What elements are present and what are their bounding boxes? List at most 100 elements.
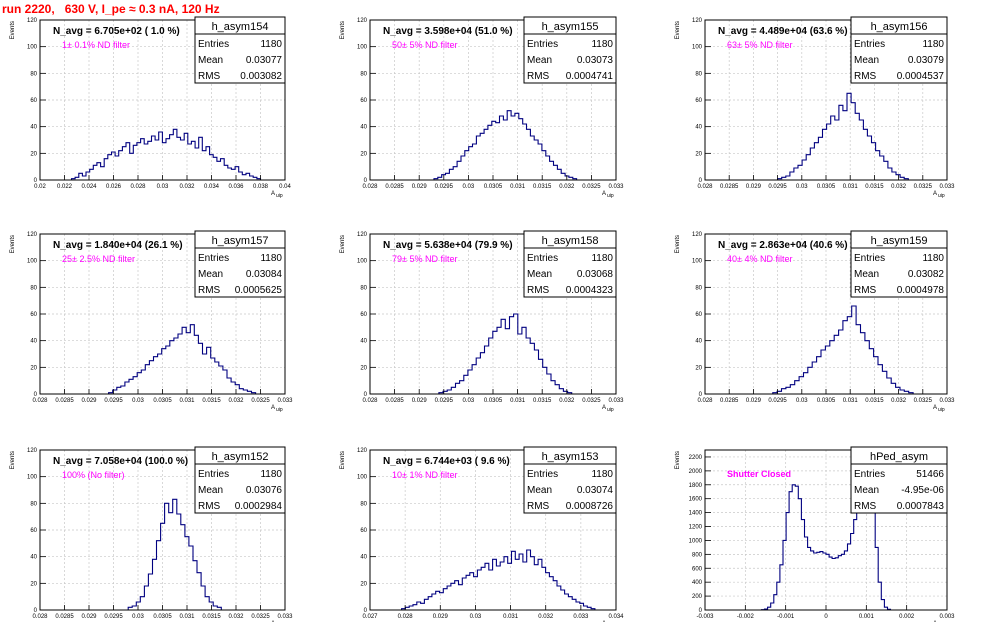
x-tick-label: 0.033 bbox=[939, 398, 955, 404]
x-tick-label: 0.0325 bbox=[582, 398, 601, 404]
histogram-series bbox=[438, 313, 573, 394]
x-tick-label: 0.024 bbox=[81, 184, 97, 190]
x-axis-label: Auip bbox=[933, 191, 945, 199]
histogram-series bbox=[70, 128, 262, 180]
x-tick-label: 0.0285 bbox=[720, 184, 739, 190]
y-tick-label: 40 bbox=[360, 555, 367, 561]
y-tick-label: 60 bbox=[360, 528, 367, 534]
y-tick-label: 1200 bbox=[689, 525, 703, 531]
x-tick-label: 0.031 bbox=[843, 398, 859, 404]
y-tick-label: 60 bbox=[30, 528, 37, 534]
histogram-series bbox=[772, 305, 914, 394]
stats-label: Entries bbox=[527, 469, 558, 480]
x-axis-label: Auip bbox=[602, 191, 614, 199]
stats-label: Mean bbox=[854, 485, 879, 496]
x-axis-label: Auip bbox=[933, 405, 945, 413]
y-tick-label: 120 bbox=[27, 448, 38, 454]
x-tick-label: 0.032 bbox=[559, 398, 575, 404]
x-tick-label: 0.0325 bbox=[582, 184, 601, 190]
stats-label: Mean bbox=[854, 269, 879, 280]
x-tick-label: -0.001 bbox=[777, 614, 795, 620]
y-tick-label: 20 bbox=[360, 581, 367, 587]
x-tick-label: 0.0325 bbox=[914, 398, 933, 404]
y-tick-label: 120 bbox=[27, 18, 38, 24]
x-tick-label: 0.03 bbox=[470, 614, 482, 620]
y-tick-label: 120 bbox=[692, 18, 703, 24]
y-tick-label: 80 bbox=[360, 71, 367, 77]
stats-value: 0.03074 bbox=[577, 485, 614, 496]
histogram-series bbox=[108, 324, 257, 394]
x-tick-label: 0.032 bbox=[228, 614, 244, 620]
stats-label: Mean bbox=[198, 485, 223, 496]
panel-annotation: 40± 4% ND filter bbox=[727, 254, 792, 264]
y-tick-label: 800 bbox=[692, 552, 703, 558]
y-tick-label: 60 bbox=[30, 98, 37, 104]
page-title: run 2220, 630 V, I_pe ≈ 0.3 nA, 120 Hz bbox=[2, 2, 220, 16]
y-tick-label: 0 bbox=[699, 178, 703, 184]
x-tick-label: 0.001 bbox=[859, 614, 875, 620]
histogram-panel: -0.003 -0.002 -0.001 0 0.001 0.002 0.003 0 200 40… bbox=[675, 446, 955, 622]
stats-value: 0.03084 bbox=[246, 269, 283, 280]
stats-box bbox=[850, 446, 948, 514]
x-tick-label: 0.0315 bbox=[533, 184, 552, 190]
x-tick-label: 0.031 bbox=[510, 184, 526, 190]
x-tick-label: 0 bbox=[824, 614, 828, 620]
stats-value: 0.03073 bbox=[577, 55, 614, 66]
stats-value: 0.003082 bbox=[240, 71, 282, 82]
stats-value: 0.0004978 bbox=[897, 285, 945, 296]
y-tick-label: 60 bbox=[30, 312, 37, 318]
x-tick-label: 0.0315 bbox=[533, 398, 552, 404]
y-tick-label: 20 bbox=[30, 151, 37, 157]
stats-label: Entries bbox=[854, 253, 885, 264]
y-tick-label: 0 bbox=[364, 178, 368, 184]
stats-label: RMS bbox=[198, 501, 221, 512]
y-tick-label: 100 bbox=[27, 45, 38, 51]
y-tick-label: 120 bbox=[357, 448, 368, 454]
x-tick-label: 0.003 bbox=[939, 614, 955, 620]
x-tick-label: 0.028 bbox=[362, 184, 378, 190]
y-tick-label: 80 bbox=[695, 71, 702, 77]
x-tick-label: 0.03 bbox=[463, 184, 475, 190]
stats-label: Entries bbox=[198, 39, 229, 50]
stats-label: RMS bbox=[527, 285, 550, 296]
x-tick-label: 0.034 bbox=[204, 184, 220, 190]
stats-label: Entries bbox=[527, 39, 558, 50]
x-tick-label: 0.032 bbox=[559, 184, 575, 190]
y-axis-label: Events bbox=[675, 451, 681, 469]
stats-label: RMS bbox=[527, 501, 550, 512]
x-tick-label: 0.002 bbox=[899, 614, 915, 620]
x-tick-label: 0.032 bbox=[228, 398, 244, 404]
x-tick-label: 0.0285 bbox=[385, 398, 404, 404]
y-axis-label: Events bbox=[675, 235, 681, 253]
x-tick-label: 0.033 bbox=[608, 398, 624, 404]
panel-annotation: 63± 5% ND filter bbox=[727, 40, 792, 50]
y-tick-label: 20 bbox=[360, 151, 367, 157]
stats-box bbox=[194, 230, 286, 298]
y-tick-label: 120 bbox=[357, 232, 368, 238]
stats-value: 1180 bbox=[260, 39, 282, 50]
stats-label: RMS bbox=[198, 285, 221, 296]
y-tick-label: 100 bbox=[27, 475, 38, 481]
x-tick-label: 0.0305 bbox=[153, 398, 172, 404]
x-tick-label: 0.028 bbox=[130, 184, 146, 190]
stats-histogram-name: h_asym153 bbox=[542, 451, 599, 463]
y-tick-label: 40 bbox=[360, 125, 367, 131]
y-tick-label: 2200 bbox=[689, 455, 703, 461]
stats-value: 1180 bbox=[922, 253, 944, 264]
x-tick-label: 0.03 bbox=[796, 184, 808, 190]
stats-value: 0.03068 bbox=[577, 269, 614, 280]
panel-annotation: 50± 5% ND filter bbox=[392, 40, 457, 50]
stats-value: 0.0007843 bbox=[897, 501, 945, 512]
stats-box bbox=[194, 16, 286, 84]
stats-label: Mean bbox=[527, 269, 552, 280]
x-tick-label: 0.036 bbox=[228, 184, 244, 190]
stats-value: 0.0004537 bbox=[897, 71, 945, 82]
x-tick-label: 0.0295 bbox=[435, 398, 454, 404]
x-tick-label: 0.0305 bbox=[817, 398, 836, 404]
stats-value: 0.03076 bbox=[246, 485, 283, 496]
x-tick-label: 0.03 bbox=[463, 398, 475, 404]
stats-value: 0.0005625 bbox=[235, 285, 283, 296]
y-tick-label: 40 bbox=[360, 339, 367, 345]
y-tick-label: 40 bbox=[30, 339, 37, 345]
x-tick-label: 0.033 bbox=[277, 614, 293, 620]
